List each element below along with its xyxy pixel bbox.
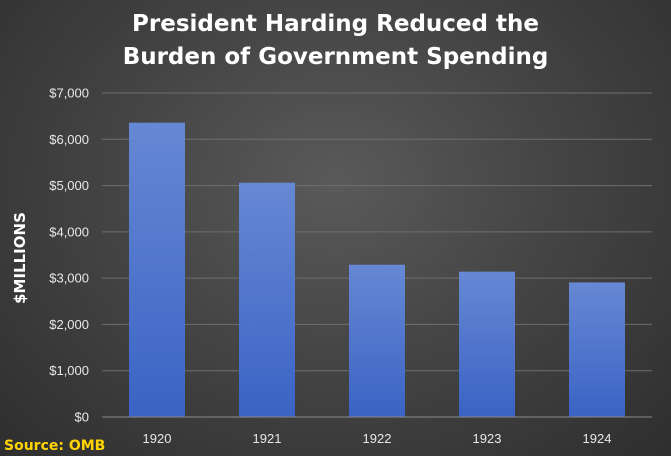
source-note: Source: OMB [4,438,106,454]
x-tick-label: 1921 [253,431,282,446]
x-tick-label: 1923 [473,431,502,446]
bars [129,122,625,418]
bar-1920 [129,122,185,418]
bar-1923 [459,271,515,417]
y-tick-label: $4,000 [49,224,89,239]
x-tick-label: 1922 [363,431,392,446]
x-tick-label: 1924 [583,431,612,446]
bar-1921 [239,182,295,417]
bar-1922 [349,264,405,417]
y-tick-label: $3,000 [49,271,89,286]
chart-title-line-1: President Harding Reduced the [132,11,539,37]
y-tick-label: $0 [75,410,89,425]
x-axis-ticks: 1920 1921 1922 1923 1924 [143,431,612,446]
y-tick-label: $1,000 [49,363,89,378]
x-tick-label: 1920 [143,431,172,446]
y-tick-label: $5,000 [49,178,89,193]
y-axis-ticks: $0 $1,000 $2,000 $3,000 $4,000 $5,000 $6,000 $7… [49,86,89,425]
y-tick-label: $2,000 [49,317,89,332]
chart-title: President Harding Reduced the Burden of … [0,8,671,74]
chart-title-line-2: Burden of Government Spending [122,44,549,70]
bar-1924 [569,282,625,417]
y-tick-label: $7,000 [49,86,89,101]
y-tick-label: $6,000 [49,132,89,147]
